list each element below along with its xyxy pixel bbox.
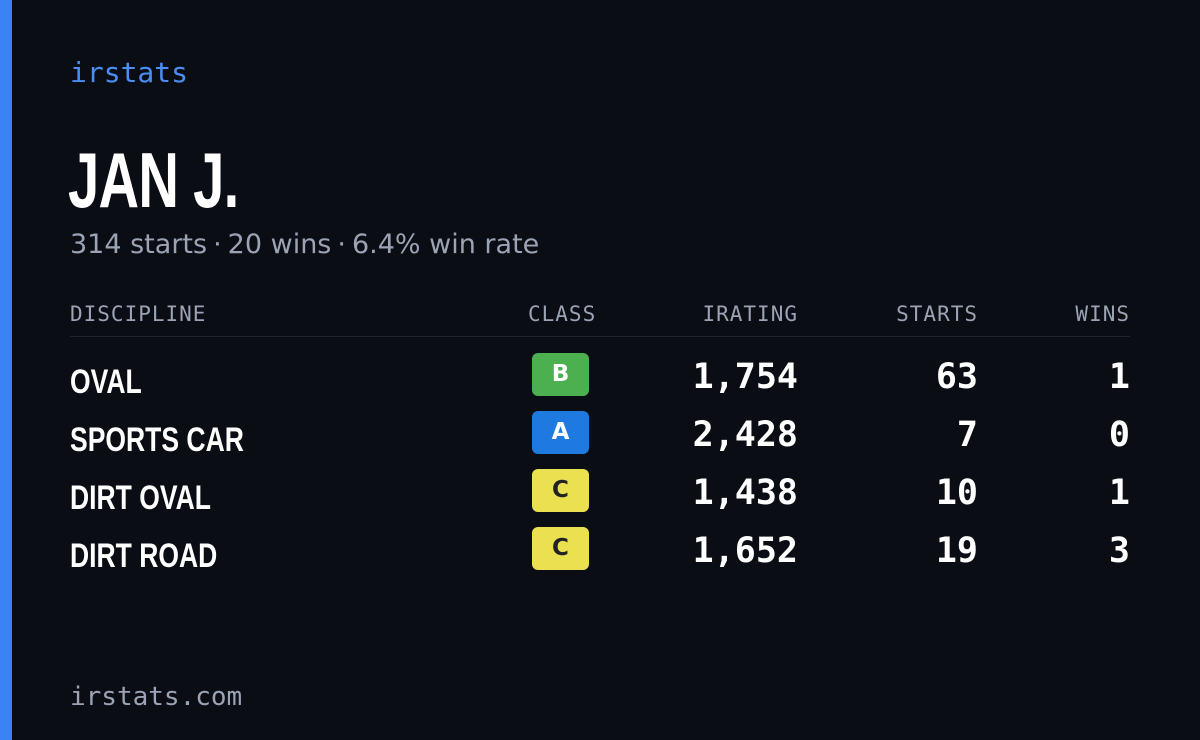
table-row: OVAL B 1,754 63 1 [70,353,1130,411]
header-starts: STARTS [896,302,978,326]
table-row: SPORTS CAR A 2,428 7 0 [70,411,1130,469]
wins-value: 1 [1108,357,1130,397]
header-class: CLASS [528,302,597,326]
irating-value: 1,438 [692,473,798,513]
discipline-name: DIRT ROAD [70,537,218,575]
starts-summary: 314 starts [70,229,208,260]
discipline-name: OVAL [70,363,142,401]
starts-value: 7 [956,415,978,455]
header-wins: WINS [1075,302,1130,326]
header-irating: IRATING [702,302,798,326]
table-header: DISCIPLINE CLASS IRATING STARTS WINS [70,298,1130,337]
separator-dot: · [337,229,346,260]
irating-value: 1,754 [692,357,798,397]
discipline-name: SPORTS CAR [70,421,244,459]
footer-url[interactable]: irstats.com [70,682,243,712]
wins-summary: 20 wins [227,229,332,260]
class-badge: A [532,411,589,454]
starts-value: 10 [935,473,978,513]
wins-value: 0 [1108,415,1130,455]
header-discipline: DISCIPLINE [70,302,207,326]
class-badge: C [532,469,589,512]
table-row: DIRT ROAD C 1,652 19 3 [70,527,1130,585]
starts-value: 19 [935,531,978,571]
winrate-summary: 6.4% win rate [351,229,540,260]
wins-value: 3 [1108,531,1130,571]
player-name: JAN J. [68,136,239,224]
separator-dot: · [213,229,222,260]
starts-value: 63 [935,357,978,397]
player-summary: 314 starts · 20 wins · 6.4% win rate [70,228,539,262]
wins-value: 1 [1108,473,1130,513]
irating-value: 1,652 [692,531,798,571]
discipline-stats-table: DISCIPLINE CLASS IRATING STARTS WINS OVA… [70,298,1130,585]
irating-value: 2,428 [692,415,798,455]
brand-logo-text[interactable]: irstats [70,56,189,89]
class-badge: B [532,353,589,396]
table-body: OVAL B 1,754 63 1 SPORTS CAR A 2,428 7 0… [70,337,1130,585]
accent-bar [0,0,12,740]
table-row: DIRT OVAL C 1,438 10 1 [70,469,1130,527]
discipline-name: DIRT OVAL [70,479,211,517]
class-badge: C [532,527,589,570]
